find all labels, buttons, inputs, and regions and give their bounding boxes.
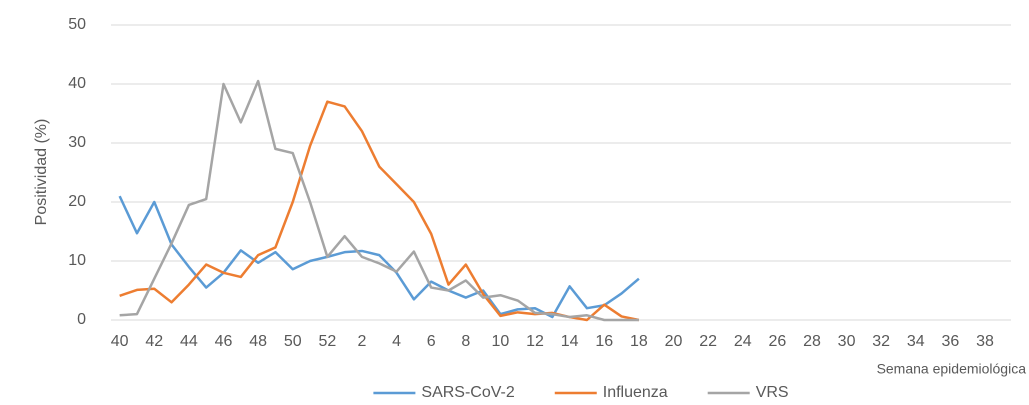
legend-label: VRS — [756, 384, 789, 401]
y-tick-label: 30 — [68, 134, 86, 151]
y-tick-label: 10 — [68, 252, 86, 269]
x-tick-label: 50 — [284, 333, 302, 350]
x-axis-title: Semana epidemiológica — [877, 361, 1027, 377]
x-tick-label: 6 — [427, 333, 436, 350]
x-tick-label: 14 — [561, 333, 579, 350]
series-line — [118, 195, 640, 319]
x-tick-label: 38 — [976, 333, 994, 350]
series-line — [119, 79, 639, 322]
x-tick-label: 46 — [215, 333, 233, 350]
x-tick-label: 18 — [630, 333, 648, 350]
x-tick-label: 48 — [249, 333, 267, 350]
x-tick-label: 24 — [734, 333, 752, 350]
legend-label: Influenza — [603, 384, 668, 401]
x-tick-label: 42 — [145, 333, 163, 350]
x-tick-label: 22 — [699, 333, 717, 350]
y-tick-label: 20 — [68, 193, 86, 210]
x-tick-label: 16 — [595, 333, 613, 350]
x-tick-label: 12 — [526, 333, 544, 350]
series-line — [119, 100, 640, 322]
x-tick-label: 52 — [318, 333, 336, 350]
y-tick-label: 40 — [68, 75, 86, 92]
y-axis-title: Positividad (%) — [33, 119, 50, 226]
x-tick-label: 34 — [907, 333, 925, 350]
x-tick-label: 36 — [942, 333, 960, 350]
y-tick-label: 0 — [77, 311, 86, 328]
x-tick-label: 28 — [803, 333, 821, 350]
legend-label: SARS-CoV-2 — [421, 384, 514, 401]
x-tick-label: 32 — [872, 333, 890, 350]
x-tick-label: 8 — [461, 333, 470, 350]
x-tick-label: 10 — [492, 333, 510, 350]
x-tick-label: 40 — [111, 333, 129, 350]
x-tick-label: 30 — [838, 333, 856, 350]
x-tick-label: 4 — [392, 333, 401, 350]
x-tick-label: 26 — [768, 333, 786, 350]
y-tick-label: 50 — [68, 16, 86, 33]
x-tick-label: 44 — [180, 333, 198, 350]
x-tick-label: 2 — [358, 333, 367, 350]
x-tick-label: 20 — [665, 333, 683, 350]
